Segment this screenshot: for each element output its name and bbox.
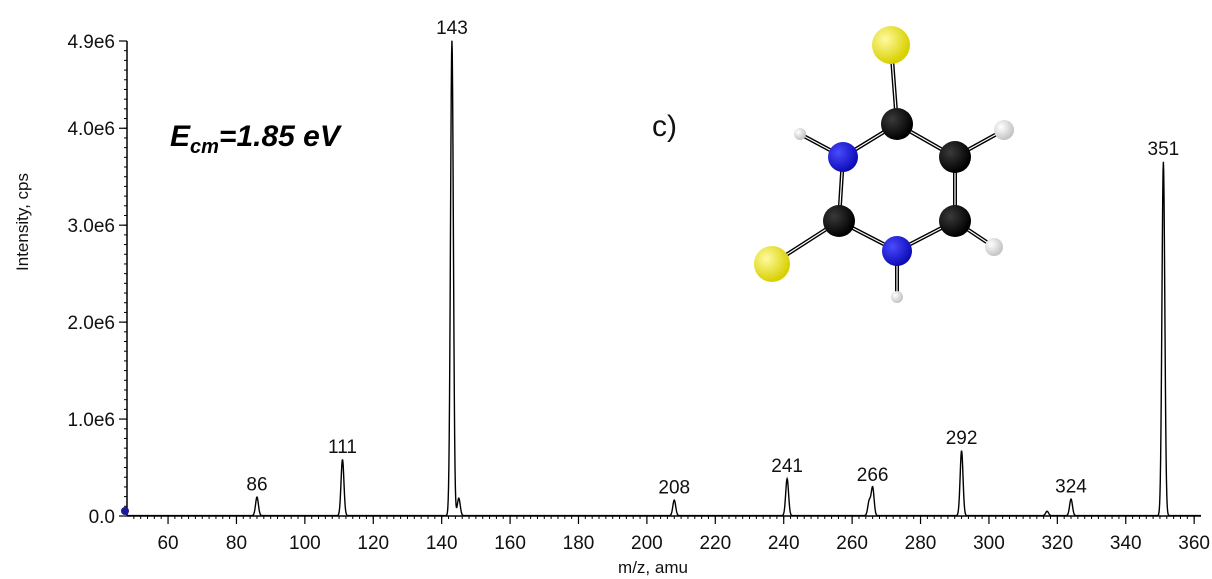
energy-value: =1.85 eV xyxy=(219,120,343,153)
x-tick-label: 300 xyxy=(973,533,1005,554)
x-tick-label: 80 xyxy=(226,533,247,554)
peak-label-351: 351 xyxy=(1148,139,1180,160)
hydrogen-atom-c5 xyxy=(994,120,1014,140)
x-tick-label: 120 xyxy=(357,533,389,554)
x-tick-label: 220 xyxy=(699,533,731,554)
y-tick-label: 1.0e6 xyxy=(67,410,115,431)
hydrogen-atom-n1 xyxy=(794,128,806,140)
spectrum-line xyxy=(127,40,1201,517)
carbon-atom-c5 xyxy=(939,141,971,173)
y-tick-label: 4.9e6 xyxy=(67,32,115,53)
x-tick-label: 240 xyxy=(768,533,800,554)
nitrogen-atom-bottom xyxy=(882,236,912,266)
energy-annotation: Ecm=1.85 eV xyxy=(170,120,343,158)
hydrogen-atom-n3 xyxy=(891,291,903,303)
hydrogen-atom-c6 xyxy=(985,238,1003,256)
x-tick-label: 100 xyxy=(289,533,321,554)
x-ticks: 60 80 100 120 140 160 180 200 220 240 260 280 300 320… xyxy=(157,516,1210,554)
energy-symbol: E xyxy=(170,120,191,153)
carbon-atom-c4 xyxy=(881,108,913,140)
sulfur-atom-left xyxy=(754,246,790,282)
y-tick-label: 3.0e6 xyxy=(67,216,115,237)
peak-label-143: 143 xyxy=(436,18,468,39)
x-axis-title: m/z, amu xyxy=(618,558,688,577)
peak-label-292: 292 xyxy=(946,428,978,449)
x-tick-label: 140 xyxy=(426,533,458,554)
x-tick-label: 360 xyxy=(1178,533,1210,554)
peak-label-208: 208 xyxy=(658,477,690,498)
x-tick-label: 320 xyxy=(1041,533,1073,554)
x-tick-label: 60 xyxy=(157,533,178,554)
dithiouracil-molecule-diagram xyxy=(754,26,1014,303)
y-tick-label: 0.0 xyxy=(89,507,115,528)
carbon-atom-c6 xyxy=(939,205,971,237)
x-tick-label: 180 xyxy=(563,533,595,554)
peak-label-266: 266 xyxy=(857,465,889,486)
x-tick-label: 160 xyxy=(494,533,526,554)
x-tick-label: 280 xyxy=(905,533,937,554)
peak-label-241: 241 xyxy=(771,456,803,477)
x-tick-label: 200 xyxy=(631,533,663,554)
peak-label-111: 111 xyxy=(328,437,357,458)
peak-label-324: 324 xyxy=(1055,477,1087,498)
y-tick-label: 4.0e6 xyxy=(67,119,115,140)
x-tick-label: 260 xyxy=(836,533,868,554)
peak-label-86: 86 xyxy=(246,475,267,496)
peak-labels: 86 111 143 208 241 266 292 324 351 xyxy=(246,18,1179,498)
y-ticks: 0.0 1.0e6 2.0e6 3.0e6 4.0e6 4.9e6 xyxy=(67,32,127,528)
x-tick-label: 340 xyxy=(1110,533,1142,554)
nitrogen-atom-left xyxy=(828,142,858,172)
y-axis-title: Intensity, cps xyxy=(13,173,32,271)
energy-subscript: cm xyxy=(190,136,219,158)
carbon-atom-c2 xyxy=(823,205,855,237)
panel-label: c) xyxy=(652,110,677,143)
origin-marker-icon xyxy=(121,507,129,515)
y-tick-label: 2.0e6 xyxy=(67,313,115,334)
sulfur-atom-top xyxy=(872,26,910,64)
